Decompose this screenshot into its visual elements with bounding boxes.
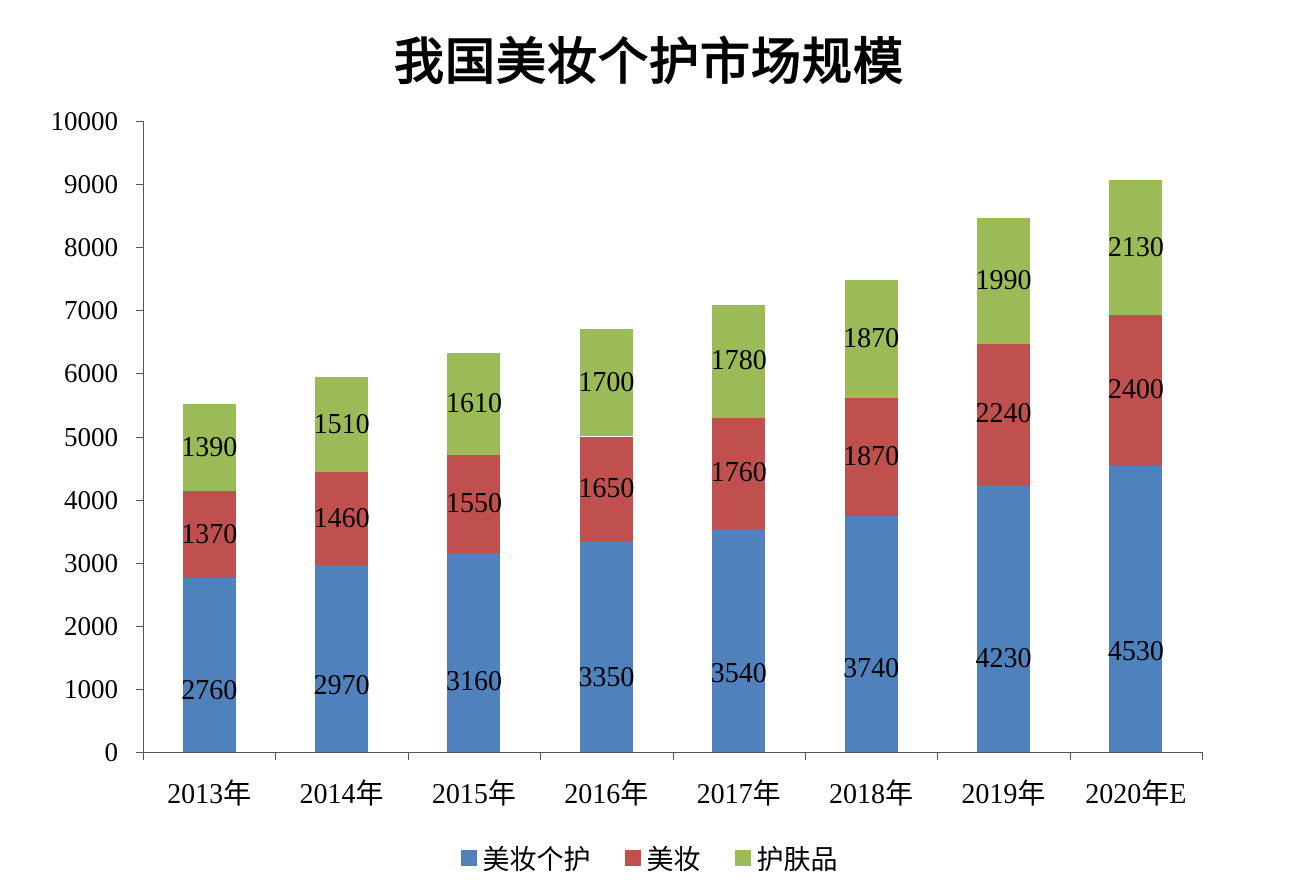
data-label: 2240	[975, 398, 1032, 430]
bar-segment	[579, 540, 633, 752]
y-tick	[136, 436, 143, 438]
data-label: 2400	[1107, 374, 1164, 406]
y-tick-label: 0	[104, 737, 119, 767]
data-label: 1390	[181, 431, 238, 463]
data-label: 2760	[181, 675, 238, 707]
blue-swatch-icon	[460, 849, 477, 866]
bar-segment	[976, 485, 1030, 752]
y-tick-label: 7000	[64, 295, 118, 326]
data-label: 1510	[313, 408, 370, 440]
data-label: 3540	[710, 657, 767, 689]
data-label: 1650	[578, 472, 635, 504]
y-axis	[143, 121, 144, 752]
y-tick	[136, 247, 143, 249]
bar-segment	[579, 329, 633, 437]
bar-segment	[182, 491, 236, 578]
x-tick	[672, 752, 674, 760]
data-label: 1460	[313, 502, 370, 534]
data-label: 4530	[1107, 635, 1164, 667]
x-tick-label: 2020年E	[1085, 779, 1187, 810]
data-label: 2130	[1107, 231, 1164, 263]
y-tick	[136, 562, 143, 564]
data-label: 1550	[445, 487, 502, 519]
y-tick-label: 10000	[50, 106, 119, 136]
bar-segment	[976, 218, 1030, 344]
bar-segment	[844, 516, 898, 752]
x-tick	[937, 752, 939, 760]
data-label: 1610	[445, 388, 502, 419]
x-tick	[407, 752, 409, 760]
x-tick	[804, 752, 806, 760]
bar-segment	[1109, 314, 1163, 467]
x-tick	[1069, 752, 1071, 760]
y-tick	[136, 310, 143, 312]
y-tick	[136, 373, 143, 375]
bar-segment	[976, 343, 1030, 486]
y-tick	[136, 625, 143, 627]
legend-label: 美妆	[646, 845, 701, 876]
bar-segment	[712, 305, 766, 418]
data-label: 3740	[843, 653, 900, 685]
data-label: 4230	[975, 642, 1032, 674]
y-tick-label: 1000	[64, 673, 118, 704]
data-label: 1780	[710, 345, 767, 377]
y-tick-label: 4000	[64, 484, 118, 515]
bar-segment	[579, 436, 633, 541]
bar-segment	[844, 398, 898, 516]
bar-segment	[1109, 180, 1163, 315]
bar-segment	[315, 377, 369, 473]
green-swatch-icon	[734, 849, 751, 866]
x-tick-label: 2015年	[431, 779, 516, 810]
y-tick-label: 9000	[64, 169, 118, 200]
x-tick-label: 2014年	[299, 779, 384, 810]
x-tick	[275, 752, 277, 760]
legend-item: 美妆	[624, 838, 701, 877]
x-tick-label: 2013年	[167, 779, 252, 810]
bar-segment	[447, 353, 501, 455]
y-tick-label: 2000	[64, 610, 118, 641]
y-tick	[136, 688, 143, 690]
x-tick	[540, 752, 542, 760]
y-tick	[136, 121, 143, 122]
y-tick-label: 8000	[64, 232, 118, 263]
bar-segment	[712, 528, 766, 752]
legend-item: 护肤品	[734, 838, 838, 877]
x-tick-label: 2016年	[564, 779, 649, 810]
data-label: 1370	[181, 518, 238, 550]
bar-segment	[1109, 466, 1163, 752]
legend: 美妆个护 美妆 护肤品	[0, 838, 1298, 877]
data-label: 1870	[843, 441, 900, 472]
chart-title: 我国美妆个护市场规模	[394, 33, 904, 91]
data-label: 3160	[445, 666, 502, 698]
x-tick-label: 2019年	[961, 779, 1046, 810]
y-tick	[136, 499, 143, 501]
legend-label: 美妆个护	[482, 845, 591, 876]
y-tick	[136, 752, 143, 753]
x-tick	[143, 752, 144, 760]
red-swatch-icon	[624, 849, 641, 866]
y-tick-label: 5000	[64, 421, 118, 452]
x-tick-label: 2018年	[829, 779, 914, 810]
data-label: 1990	[975, 264, 1032, 296]
y-tick-label: 6000	[64, 358, 118, 389]
bar-segment	[712, 417, 766, 529]
data-label: 1700	[578, 366, 635, 398]
bar-segment	[844, 280, 898, 398]
bar-segment	[315, 564, 369, 752]
bar-segment	[182, 403, 236, 492]
data-label: 3350	[578, 662, 635, 693]
y-tick	[136, 184, 143, 186]
x-tick	[1202, 752, 1203, 760]
legend-label: 护肤品	[756, 845, 838, 876]
bar-segment	[182, 577, 236, 752]
data-label: 1870	[843, 323, 900, 354]
x-tick-label: 2017年	[696, 779, 781, 810]
bar-segment	[447, 552, 501, 752]
bar-segment	[315, 472, 369, 565]
data-label: 1760	[710, 457, 767, 489]
data-label: 2970	[313, 670, 370, 702]
y-tick-label: 3000	[64, 547, 118, 578]
legend-item: 美妆个护	[460, 838, 591, 877]
bar-segment	[447, 454, 501, 553]
